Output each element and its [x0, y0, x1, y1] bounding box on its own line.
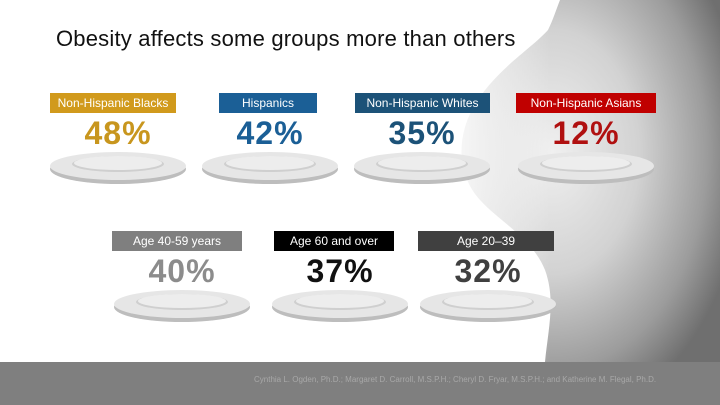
plate-icon — [354, 152, 490, 184]
group-age-20-39: Age 20–39 32% — [418, 231, 558, 322]
plate-icon — [420, 290, 556, 322]
plate-icon — [202, 152, 338, 184]
group-age-40-59: Age 40-59 years 40% — [112, 231, 252, 322]
group-label: Non-Hispanic Asians — [516, 93, 656, 113]
plate-icon — [272, 290, 408, 322]
plate-icon — [50, 152, 186, 184]
group-label: Non-Hispanic Blacks — [50, 93, 176, 113]
citation: Cynthia L. Ogden, Ph.D.; Margaret D. Car… — [254, 375, 657, 384]
group-label: Age 60 and over — [274, 231, 394, 251]
footer-bar: Cynthia L. Ogden, Ph.D.; Margaret D. Car… — [0, 362, 720, 405]
obesity-percentage: 40% — [148, 253, 216, 289]
group-hispanics: Hispanics 42% — [200, 93, 340, 184]
group-non-hispanic-whites: Non-Hispanic Whites 35% — [352, 93, 492, 184]
group-label: Non-Hispanic Whites — [355, 93, 490, 113]
obesity-percentage: 48% — [84, 115, 152, 151]
group-non-hispanic-blacks: Non-Hispanic Blacks 48% — [48, 93, 188, 184]
obesity-percentage: 12% — [552, 115, 620, 151]
group-label: Age 40-59 years — [112, 231, 242, 251]
slide-title: Obesity affects some groups more than ot… — [56, 26, 516, 51]
group-label: Hispanics — [219, 93, 317, 113]
plate-icon — [518, 152, 654, 184]
group-non-hispanic-asians: Non-Hispanic Asians 12% — [516, 93, 656, 184]
obesity-percentage: 37% — [306, 253, 374, 289]
obesity-percentage: 35% — [388, 115, 456, 151]
plate-icon — [114, 290, 250, 322]
group-label: Age 20–39 — [418, 231, 554, 251]
obesity-percentage: 32% — [454, 253, 522, 289]
obesity-percentage: 42% — [236, 115, 304, 151]
group-age-60-and-over: Age 60 and over 37% — [270, 231, 410, 322]
